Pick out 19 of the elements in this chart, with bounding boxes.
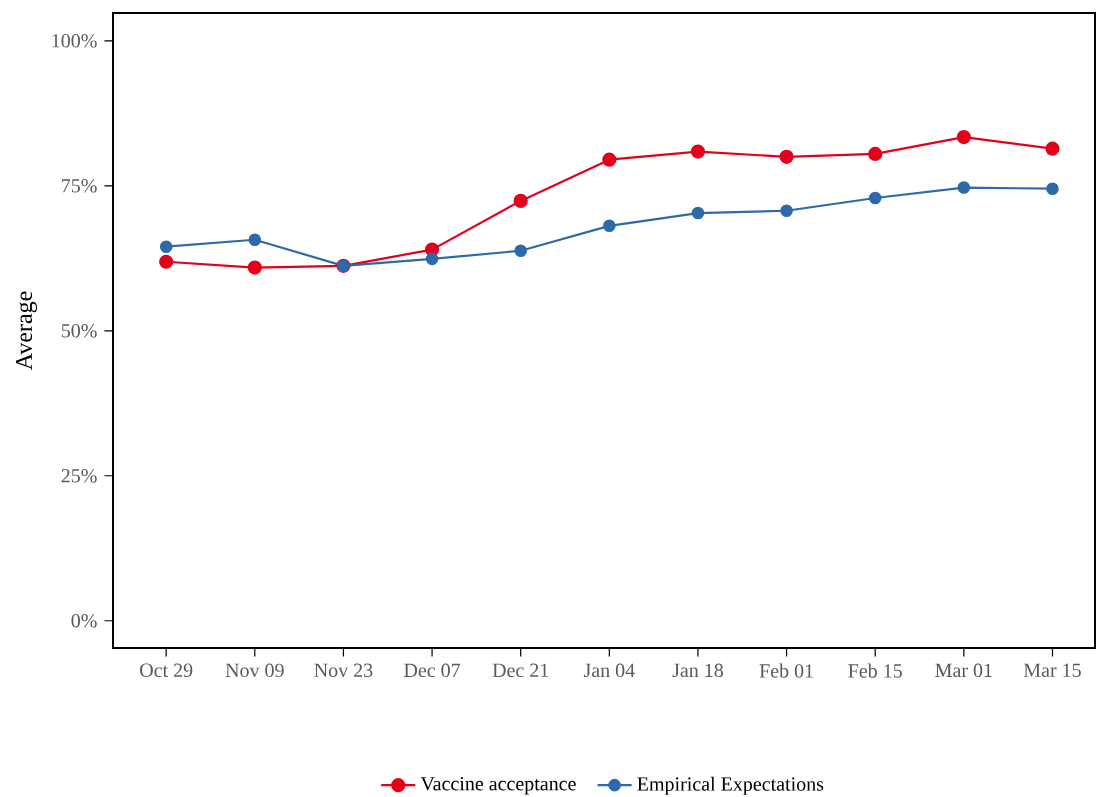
x-tick-label: Feb 15 — [848, 663, 902, 678]
x-tick-label: Jan 04 — [583, 663, 635, 678]
x-tick-label: Jan 18 — [672, 663, 724, 678]
x-tick-label: Nov 09 — [225, 663, 284, 678]
y-axis-title: Average — [15, 291, 37, 371]
x-tick-label: Nov 23 — [314, 663, 373, 678]
x-tick-label: Mar 01 — [935, 663, 992, 678]
legend-label: Empirical Expectations — [637, 776, 824, 795]
y-tick-label: 50% — [61, 324, 97, 338]
y-tick-label: 25% — [61, 468, 97, 483]
x-tick-label: Mar 15 — [1023, 663, 1081, 677]
y-tick-label: 100% — [52, 34, 97, 48]
x-tick-label: Dec 21 — [492, 663, 549, 678]
x-tick-label: Feb 01 — [759, 663, 813, 678]
x-tick-label: Dec 07 — [404, 663, 461, 678]
legend-label: Vaccine acceptance — [420, 777, 576, 795]
y-tick-label: 75% — [62, 179, 97, 193]
y-tick-label: 0% — [71, 613, 97, 628]
x-tick-label: Oct 29 — [140, 663, 193, 678]
